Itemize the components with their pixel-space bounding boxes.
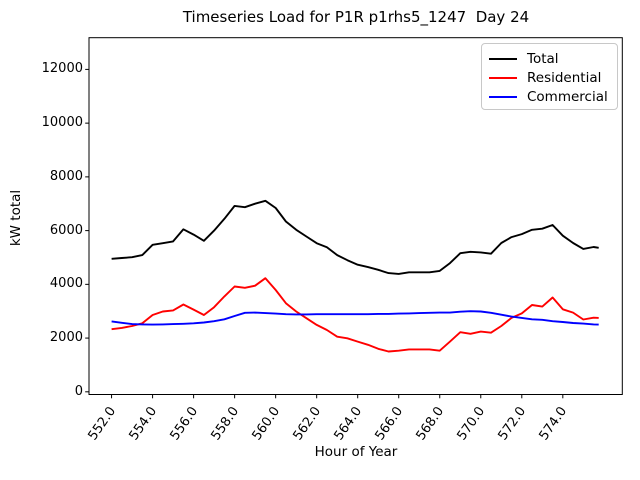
tick-marks [85,68,564,399]
legend-label-commercial: Commercial [527,88,608,105]
y-tick-label: 0 [74,383,83,399]
y-tick-label: 8000 [49,168,83,184]
total-line-swatch [489,57,517,60]
commercial-line-swatch [489,95,517,98]
y-tick-label: 10000 [41,115,83,131]
x-axis-label: Hour of Year [314,444,398,460]
y-axis-label: kW total [8,189,24,247]
legend-item-total: Total [489,49,617,68]
y-tick-label: 12000 [41,61,83,77]
series-line-commercial [111,310,599,326]
axes-spine [88,37,623,395]
series-line-residential [111,277,599,353]
legend-label-total: Total [527,50,559,67]
y-tick-label: 4000 [49,276,83,292]
series-lines [111,199,599,353]
series-line-total [111,199,599,275]
legend-label-residential: Residential [527,69,602,86]
y-tick-label: 6000 [49,222,83,238]
y-tick-label: 2000 [49,330,83,346]
residential-line-swatch [489,76,517,79]
legend-item-commercial: Commercial [489,87,617,106]
legend: Total Residential Commercial [481,43,618,110]
legend-item-residential: Residential [489,68,617,87]
chart-title: Timeseries Load for P1R p1rhs5_1247 Day … [182,8,530,26]
